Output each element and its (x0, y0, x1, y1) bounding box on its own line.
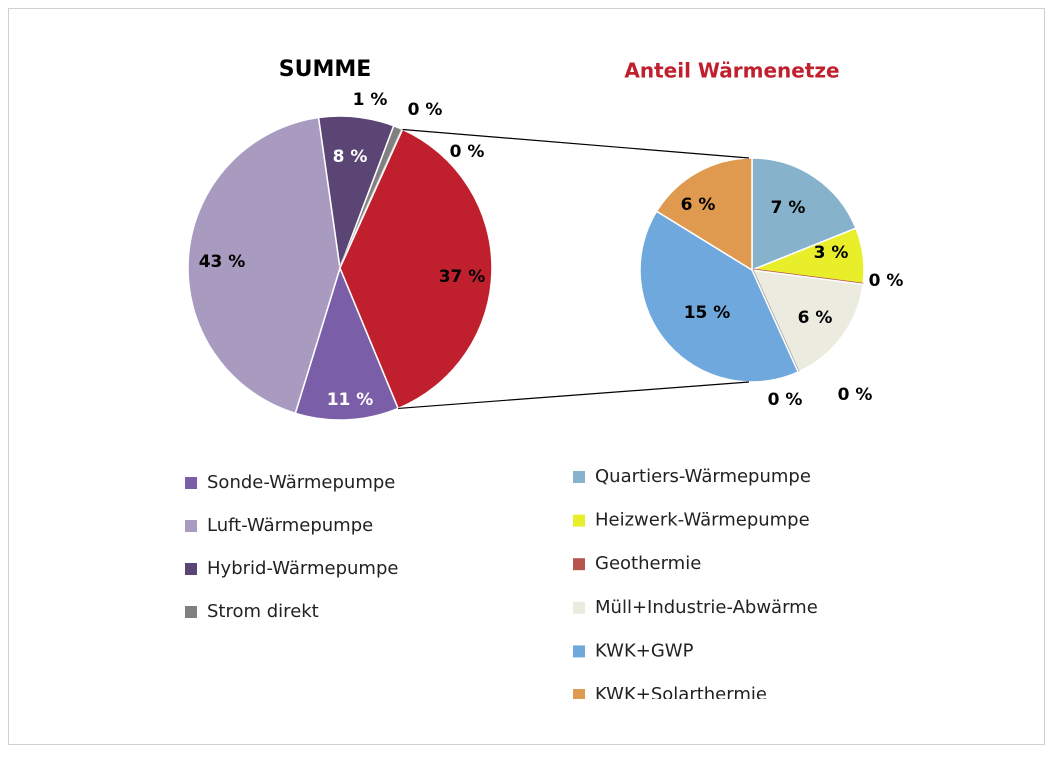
legend-label: Sonde-Wärmepumpe (207, 472, 395, 493)
legend-swatch (185, 477, 197, 489)
legend-label: Strom direkt (207, 601, 319, 622)
pie-slice (750, 269, 864, 374)
chart-title: SUMME (279, 57, 372, 82)
data-label: 3 % (814, 243, 849, 263)
legend-swatch (185, 563, 197, 575)
legend-label: Heizwerk-Wärmepumpe (595, 510, 810, 531)
data-label: 0 % (869, 271, 904, 291)
legend-label: Geothermie (595, 553, 701, 574)
legend-swatch (185, 606, 197, 618)
data-label: 6 % (681, 195, 716, 215)
data-label: 6 % (798, 308, 833, 328)
legend-swatch (573, 514, 585, 527)
legend-swatch (573, 645, 585, 658)
legend-label: Hybrid-Wärmepumpe (207, 558, 398, 579)
legend-swatch (573, 689, 585, 699)
data-label: 8 % (333, 147, 368, 167)
data-label: 0 % (768, 390, 803, 410)
pie-slice (339, 128, 493, 410)
pie-slice (187, 116, 341, 415)
legend-swatch (185, 520, 197, 532)
data-label: 43 % (199, 252, 246, 272)
pie-slice (639, 210, 800, 383)
data-label: 0 % (408, 100, 443, 120)
legend-swatch (573, 558, 585, 571)
connector-line (398, 381, 750, 410)
legend-swatch (573, 471, 585, 483)
legend-label: KWK+Solarthermie (595, 684, 767, 705)
legend-label: Quartiers-Wärmepumpe (595, 466, 811, 487)
chart-title: Anteil Wärmenetze (624, 59, 839, 83)
legend: Quartiers-Wärmepumpe Heizwerk-Wärmepumpe G… (573, 466, 818, 705)
pie-slice (655, 157, 753, 272)
connector-line (402, 128, 750, 159)
legend-label: Luft-Wärmepumpe (207, 515, 373, 536)
data-label: 15 % (684, 303, 731, 323)
legend-swatch (573, 601, 585, 614)
legend-label: KWK+GWP (595, 640, 694, 661)
data-label: 37 % (439, 267, 486, 287)
data-label: 7 % (771, 198, 806, 218)
data-label: 0 % (450, 142, 485, 162)
pie-slice (294, 265, 400, 421)
data-label: 0 % (838, 385, 873, 405)
data-label: 11 % (327, 390, 374, 410)
legend-label: Müll+Industrie-Abwärme (595, 597, 818, 618)
pie-slice (751, 157, 857, 272)
frame (8, 8, 1045, 745)
data-label: 1 % (353, 90, 388, 110)
